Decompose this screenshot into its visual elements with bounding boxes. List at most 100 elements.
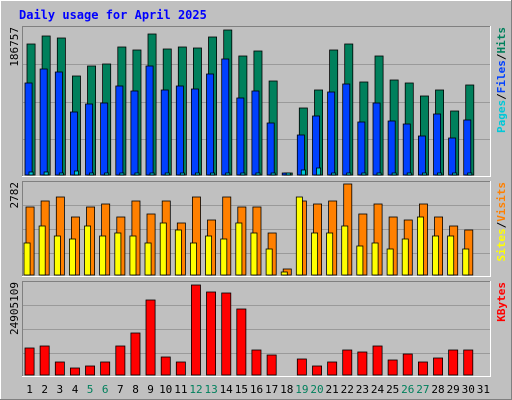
x-tick-label: 18	[280, 383, 293, 396]
bar-kbytes-day-10	[160, 356, 171, 376]
legend-pages: Pages	[495, 100, 508, 133]
bar-files-day-30	[463, 119, 472, 176]
bar-sites-day-4	[69, 238, 76, 276]
legend-separator: /	[495, 93, 508, 100]
bar-kbytes-day-2	[39, 345, 50, 376]
bar-sites-day-23	[356, 245, 364, 276]
x-tick-label: 16	[250, 383, 263, 396]
bar-kbytes-day-13	[206, 291, 217, 376]
bar-sites-day-3	[53, 235, 61, 276]
bar-pages-day-23	[361, 172, 367, 176]
x-tick-label: 10	[159, 383, 172, 396]
bar-sites-day-12	[189, 242, 197, 276]
x-tick-label: 15	[235, 383, 248, 396]
bar-sites-day-22	[341, 225, 349, 276]
bar-pages-day-25	[391, 172, 397, 176]
chart-title: Daily usage for April 2025	[19, 8, 207, 22]
bar-sites-day-16	[250, 232, 258, 276]
bar-kbytes-day-9	[145, 299, 156, 376]
bar-kbytes-day-3	[54, 361, 65, 376]
legend-hits: Hits	[495, 27, 508, 54]
x-tick-label: 23	[356, 383, 369, 396]
bar-pages-day-13	[210, 172, 215, 176]
x-tick-label: 14	[220, 383, 234, 396]
bar-kbytes-day-6	[100, 361, 111, 376]
bar-kbytes-day-1	[24, 347, 35, 376]
legend-separator: /	[495, 221, 508, 228]
x-tick-label: 29	[447, 383, 460, 396]
bar-kbytes-day-11	[175, 361, 186, 376]
x-tick-label: 24	[371, 383, 385, 396]
x-tick-label: 22	[341, 383, 354, 396]
bar-sites-day-13	[205, 235, 212, 276]
bar-sites-day-17	[265, 248, 273, 276]
bar-files-day-5	[85, 103, 93, 176]
bar-pages-day-12	[194, 172, 200, 176]
bar-sites-day-5	[84, 225, 91, 276]
bar-sites-day-15	[235, 222, 243, 276]
legend-separator: /	[495, 53, 508, 60]
x-tick-label: 12	[189, 383, 202, 396]
bar-pages-day-6	[104, 172, 110, 176]
panel-kbytes: 24905109 KBytes	[8, 281, 508, 377]
bar-kbytes-day-8	[130, 332, 141, 376]
bar-pages-day-20	[316, 167, 321, 176]
x-tick-label: 30	[462, 383, 475, 396]
bar-kbytes-day-15	[236, 308, 247, 376]
bar-files-day-22	[342, 83, 351, 176]
bar-kbytes-day-23	[357, 351, 368, 376]
x-tick-label: 7	[117, 383, 124, 396]
chart-panels: 186757Pages/Files/Hits2782Sites/Visits24…	[8, 26, 508, 377]
bar-kbytes-day-7	[115, 345, 126, 376]
bar-pages-day-4	[74, 170, 79, 176]
bar-files-day-3	[54, 71, 63, 176]
bar-pages-day-15	[240, 172, 246, 176]
bar-sites-day-14	[220, 238, 228, 276]
bar-kbytes-day-19	[296, 358, 307, 376]
bar-sites-day-2	[38, 225, 46, 276]
x-tick-label: 21	[325, 383, 338, 396]
bar-pages-day-1	[28, 171, 34, 176]
bar-pages-day-14	[225, 172, 231, 176]
bar-pages-day-16	[255, 172, 261, 176]
bar-files-day-26	[402, 123, 411, 176]
bar-pages-day-18	[285, 172, 291, 176]
bar-kbytes-day-28	[433, 357, 444, 376]
bar-files-day-19	[296, 134, 305, 176]
x-tick-label: 8	[132, 383, 139, 396]
bar-files-day-9	[145, 65, 154, 176]
x-tick-label: 19	[295, 383, 308, 396]
panel-legend: KBytes	[495, 282, 508, 322]
x-tick-label: 13	[204, 383, 217, 396]
x-tick-label: 28	[431, 383, 444, 396]
bar-files-day-4	[70, 111, 78, 176]
legend-visits: Visits	[495, 182, 508, 222]
bar-files-day-23	[357, 121, 366, 176]
bar-files-day-17	[266, 122, 275, 176]
bar-pages-day-22	[346, 172, 352, 176]
x-tick-label: 25	[386, 383, 399, 396]
bar-pages-day-5	[89, 172, 94, 176]
bar-files-day-21	[327, 91, 336, 176]
x-tick-label: 17	[265, 383, 278, 396]
bar-files-day-15	[236, 97, 245, 176]
bar-kbytes-day-22	[342, 349, 353, 376]
bar-files-day-27	[417, 135, 426, 176]
bar-files-day-2	[39, 68, 48, 176]
bar-sites-day-27	[416, 216, 424, 276]
bar-files-day-28	[433, 113, 441, 176]
bar-sites-day-8	[129, 235, 137, 276]
bar-sites-day-26	[401, 238, 409, 276]
bar-kbytes-day-25	[387, 359, 398, 376]
bar-pages-day-7	[119, 172, 125, 176]
bar-pages-day-19	[300, 169, 306, 176]
x-tick-label: 27	[416, 383, 429, 396]
bar-kbytes-day-20	[312, 365, 323, 376]
bar-sites-day-18	[280, 271, 288, 276]
bar-files-day-14	[221, 58, 230, 176]
bar-pages-day-2	[43, 171, 49, 176]
bar-sites-day-28	[432, 235, 439, 276]
bar-pages-day-17	[270, 172, 276, 176]
bar-files-day-1	[24, 82, 33, 176]
